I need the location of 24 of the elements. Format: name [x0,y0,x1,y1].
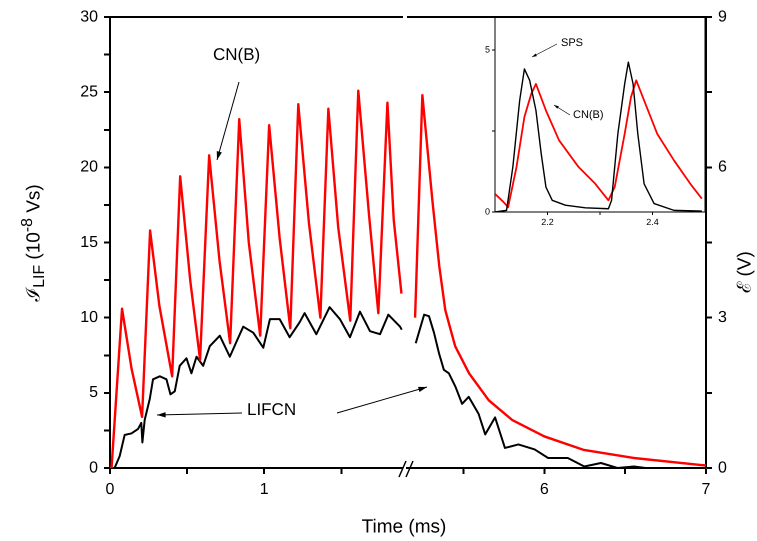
y-tick-label: 20 [80,158,98,176]
y2-axis-title: ℰ (V) [734,251,756,293]
y-tick-label: 10 [80,309,98,326]
y2-tick-label: 9 [718,8,727,26]
x-tick-label: 2.2 [541,216,554,227]
x-tick-label: 7 [702,481,711,498]
y-tick-label: 5 [89,384,98,402]
y-tick-label: 15 [80,234,98,251]
x-tick-label: 6 [540,481,549,498]
y-tick-label: 0 [89,459,98,476]
x-tick-label: 2.4 [646,216,659,227]
annotation: SPS [561,37,584,49]
y-tick-label: 30 [80,8,98,26]
y2-tick-label: 6 [718,158,727,176]
annotation: LIFCN [247,400,296,419]
y2-tick-label: 0 [718,459,727,476]
y-tick-label: 25 [80,84,98,101]
y-tick-label: 5 [484,44,490,54]
x-tick-label: 1 [260,481,269,498]
annotation: CN(B) [573,109,604,121]
y2-tick-label: 3 [718,309,727,326]
x-tick-label: 0 [106,481,115,498]
annotation: CN(B) [213,45,260,64]
x-axis-title: Time (ms) [362,516,446,538]
